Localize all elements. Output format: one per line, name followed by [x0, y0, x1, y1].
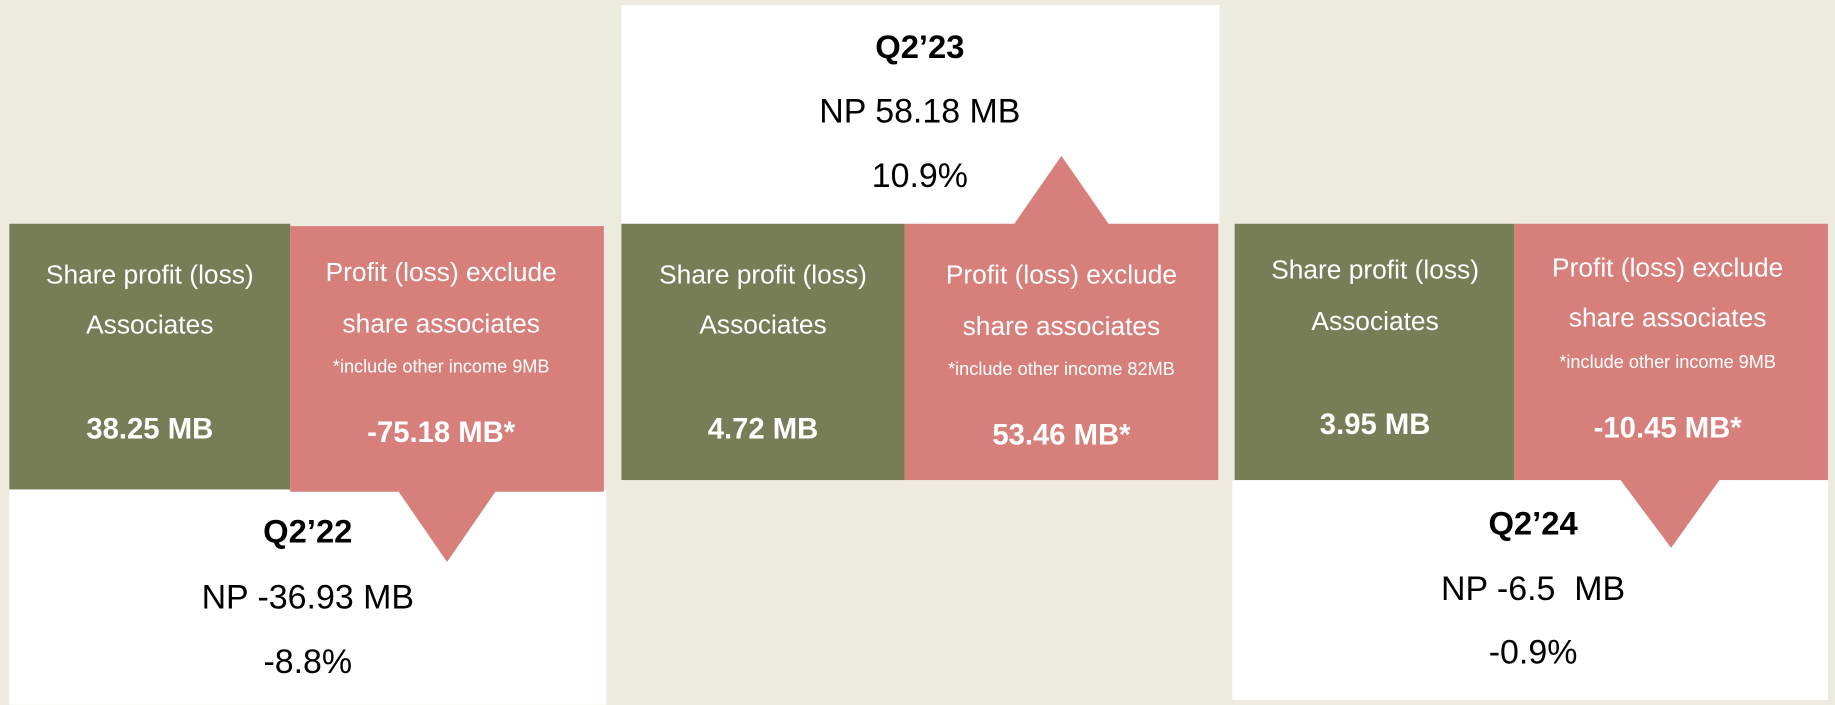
note: *include other income 9MB: [333, 357, 550, 377]
quarter: Q2’24: [1488, 504, 1578, 541]
quarter: Q2’23: [875, 28, 964, 65]
summary-box: [1232, 480, 1828, 701]
value: 38.25 MB: [86, 414, 213, 446]
label: Share profit (loss): [1271, 255, 1479, 285]
label: Profit (loss) exclude: [1552, 252, 1783, 282]
label: Share profit (loss): [659, 259, 867, 289]
quarter: Q2’22: [263, 513, 352, 550]
panel: Share profit (loss) Associates 4.72 MB P…: [621, 4, 1220, 481]
value: -10.45 MB*: [1594, 412, 1743, 444]
label: Associates: [699, 310, 826, 340]
label: share associates: [963, 311, 1161, 341]
exclude-box: [1514, 223, 1828, 481]
associates-box: [9, 223, 291, 490]
margin: 10.9%: [872, 157, 968, 195]
associates-box: [621, 223, 905, 481]
panel: Share profit (loss) Associates 3.95 MB P…: [1232, 223, 1828, 701]
pointer: [1013, 155, 1110, 225]
net-profit: NP -36.93 MB: [202, 578, 414, 616]
label: Profit (loss) exclude: [946, 259, 1177, 289]
exclude-box: [904, 223, 1219, 481]
value: 3.95 MB: [1320, 409, 1431, 441]
label: share associates: [1569, 303, 1767, 333]
value: 53.46 MB*: [992, 419, 1131, 451]
summary-box: [621, 4, 1220, 224]
note: *include other income 82MB: [948, 359, 1175, 379]
label: Associates: [1311, 306, 1438, 336]
value: -75.18 MB*: [367, 417, 516, 449]
net-profit: NP -6.5 MB: [1441, 570, 1625, 608]
pointer: [1619, 478, 1721, 548]
pointer: [397, 490, 497, 562]
value: 4.72 MB: [708, 414, 819, 446]
associates-box: [1234, 223, 1515, 481]
note: *include other income 9MB: [1559, 352, 1776, 372]
label: Associates: [86, 310, 213, 340]
exclude-box: [290, 226, 604, 492]
panel: Share profit (loss) Associates 38.25 MB …: [9, 223, 607, 705]
label: share associates: [342, 309, 540, 339]
summary-box: [9, 489, 607, 705]
label: Share profit (loss): [46, 259, 254, 289]
margin: -8.8%: [263, 643, 352, 681]
label: Profit (loss) exclude: [326, 257, 557, 287]
margin: -0.9%: [1489, 633, 1578, 671]
net-profit: NP 58.18 MB: [819, 93, 1020, 131]
